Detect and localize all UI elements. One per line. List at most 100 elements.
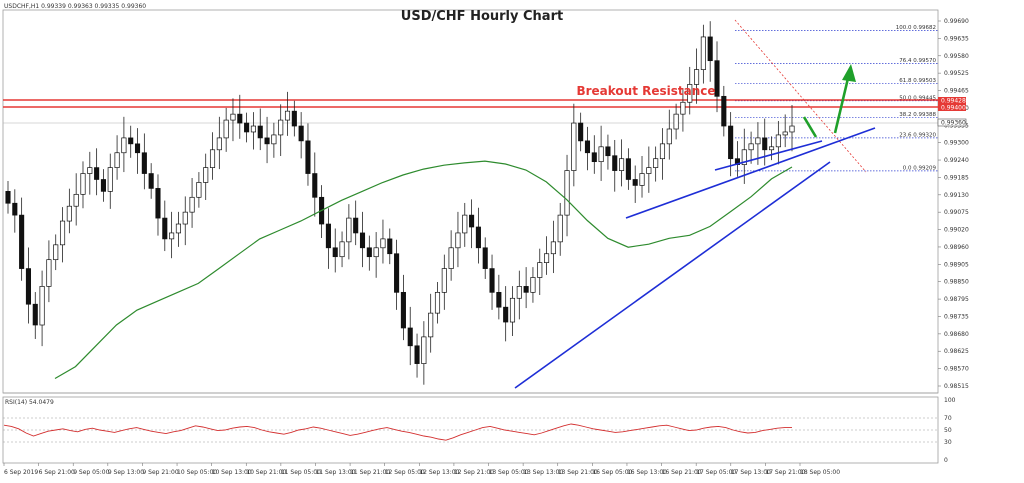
price-tick-label: 0.99635 xyxy=(944,35,969,42)
resistance-tag-lower xyxy=(938,104,966,111)
price-tick-label: 0.98625 xyxy=(944,348,969,355)
time-tick-label: 11 Sep 21:00 xyxy=(350,469,390,476)
fibonacci-diagonal xyxy=(734,19,867,173)
trendline-minor xyxy=(714,140,823,171)
candle-body xyxy=(448,247,454,269)
candle-body xyxy=(680,101,686,115)
time-tick-label: 11 Sep 05:00 xyxy=(281,469,321,476)
price-tick-label: 0.99465 xyxy=(944,88,969,95)
candle-body xyxy=(646,167,652,174)
trendlines xyxy=(514,127,876,389)
candle-body xyxy=(441,268,447,293)
candle-body xyxy=(782,131,788,136)
candle-body xyxy=(175,223,181,234)
candle-body xyxy=(169,232,175,240)
rsi-label: RSI(14) 54.0479 xyxy=(5,399,54,406)
price-tick-label: 0.99300 xyxy=(944,140,969,147)
candle-body xyxy=(148,173,154,189)
candle-body xyxy=(141,152,147,174)
candle-body xyxy=(264,137,270,145)
candle-body xyxy=(128,137,134,145)
time-tick-label: 16 Sep 05:00 xyxy=(592,469,632,476)
candle-body xyxy=(666,128,672,145)
candle-body xyxy=(768,146,775,151)
candle-body xyxy=(625,158,631,180)
candle-body xyxy=(619,158,625,171)
candle-body xyxy=(564,170,570,216)
candle-body xyxy=(359,232,366,249)
time-axis: 6 Sep 2019 6 Sep 21:009 Sep 05:009 Sep 13… xyxy=(3,463,840,476)
candle-body xyxy=(380,238,386,249)
green-arrow-up xyxy=(833,73,851,134)
time-tick-label: 10 Sep 21:00 xyxy=(246,469,286,476)
resistance-tag-upper-label: 0.99428 xyxy=(941,98,966,105)
time-tick-label: 12 Sep 21:00 xyxy=(454,469,494,476)
candle-body xyxy=(714,60,720,97)
rsi-axis: 100 70 50 30 0 xyxy=(944,397,956,464)
price-tick-label: 0.98515 xyxy=(944,383,969,390)
time-tick-label: 9 Sep 05:00 xyxy=(73,469,109,476)
time-tick-label: 13 Sep 21:00 xyxy=(558,469,598,476)
fib-level-label: 61.8 0.99503 xyxy=(899,78,936,84)
candle-body xyxy=(73,193,79,207)
time-tick-label: 17 Sep 13:00 xyxy=(731,469,771,476)
candle-body xyxy=(428,312,434,338)
candle-body xyxy=(121,137,127,154)
time-tick-label: 9 Sep 13:00 xyxy=(108,469,144,476)
candle-body xyxy=(537,262,543,278)
candle-body xyxy=(66,205,72,222)
price-tick-label: 0.98680 xyxy=(944,331,969,338)
price-axis: 0.99690 0.99635 0.99580 0.99525 0.99465 0.994… xyxy=(938,18,969,390)
candle-body xyxy=(482,247,488,269)
candle-body xyxy=(250,125,256,133)
breakout-annotation: Breakout Resistance xyxy=(576,84,715,98)
candle-body xyxy=(694,69,700,85)
candle-body xyxy=(189,196,195,213)
candle-body xyxy=(237,113,243,124)
candle-body xyxy=(748,143,754,151)
price-tick-label: 0.99075 xyxy=(944,209,969,216)
candle-body xyxy=(46,259,52,287)
candle-body xyxy=(19,214,25,269)
time-tick-label: 11 Sep 13:00 xyxy=(315,469,355,476)
fibonacci-levels: 100.0 0.99682 76.4 0.99570 61.8 0.99503 50.… xyxy=(735,25,938,171)
candle-body xyxy=(400,291,406,329)
time-tick-label: 17 Sep 21:00 xyxy=(765,469,805,476)
fib-level-label: 38.2 0.99388 xyxy=(899,112,936,118)
price-tick-label: 0.99185 xyxy=(944,174,969,181)
candle-body xyxy=(523,286,529,293)
candle-body xyxy=(312,173,318,198)
rsi-tick-label: 100 xyxy=(944,397,956,404)
candle-body xyxy=(114,152,120,168)
rsi-tick-label: 30 xyxy=(944,439,952,446)
candle-body xyxy=(305,140,311,174)
time-tick-label: 17 Sep 05:00 xyxy=(696,469,736,476)
price-tick-label: 0.99240 xyxy=(944,157,969,164)
candle-body xyxy=(503,306,509,323)
candle-body xyxy=(605,146,611,157)
candle-body xyxy=(216,137,222,151)
moving-average-line xyxy=(54,160,793,380)
candle-body xyxy=(346,217,352,243)
candle-body xyxy=(196,182,202,198)
rsi-tick-label: 50 xyxy=(944,427,952,434)
price-tick-label: 0.98735 xyxy=(944,313,969,320)
fib-level-label: 100.0 0.99682 xyxy=(896,25,936,31)
candle-body xyxy=(571,122,577,171)
candle-body xyxy=(728,125,734,160)
price-tick-label: 0.98905 xyxy=(944,261,969,268)
current-price-label: 0.99360 xyxy=(941,120,966,127)
candle-body xyxy=(591,152,597,163)
candle-body xyxy=(516,286,522,299)
resistance-tag-upper xyxy=(938,97,966,104)
candle-body xyxy=(80,173,86,195)
candle-body xyxy=(278,119,284,136)
candle-body xyxy=(182,211,188,225)
candle-body xyxy=(789,125,795,133)
time-tick-label: 12 Sep 13:00 xyxy=(419,469,459,476)
rsi-tick-label: 0 xyxy=(944,457,948,464)
candle-body xyxy=(584,140,591,154)
candle-body xyxy=(775,134,781,148)
